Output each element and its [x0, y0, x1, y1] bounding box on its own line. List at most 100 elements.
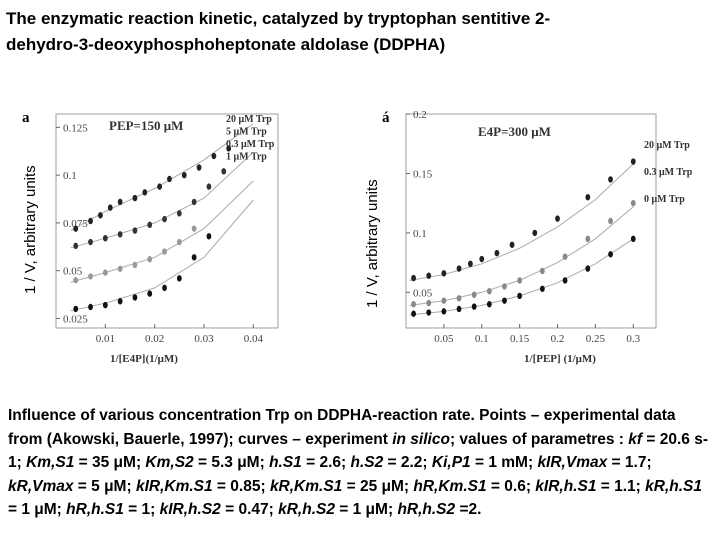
data-point: [411, 310, 416, 317]
data-point: [517, 292, 523, 300]
data-point: [441, 308, 447, 315]
x-axis-label: 1/[PEP] (1/μM): [524, 353, 596, 365]
data-point: [176, 238, 182, 246]
data-point: [162, 284, 167, 292]
model-curve: [70, 199, 254, 312]
y-tick-label: 0.1: [63, 170, 77, 182]
data-point: [73, 277, 79, 284]
legend-label: 1 μM Trp: [226, 152, 267, 163]
caption-params-intro: values of parametres :: [459, 430, 629, 448]
legend-label: 20 μM Trp: [226, 114, 272, 125]
param-value: = 5.3 μM;: [193, 454, 270, 471]
data-point: [102, 269, 108, 276]
chart-panel-b: 0.05 0.1 0.15 0.2 0.05 0.1 0.15 0.2 0.25 0.3 á E4P=…: [360, 92, 712, 394]
param-name: kIR,h.S2: [159, 501, 221, 518]
caption-emphasis: in silico: [392, 430, 450, 448]
param-value: = 2.6;: [301, 454, 351, 471]
data-point: [486, 287, 492, 295]
data-point: [562, 253, 568, 260]
data-point: [196, 164, 202, 171]
model-curve: [409, 206, 634, 306]
data-point: [181, 171, 187, 179]
data-point: [206, 183, 212, 190]
data-point: [502, 283, 507, 290]
y-tick-label: 0.025: [63, 313, 88, 325]
data-point: [479, 255, 485, 263]
param-value: = 1;: [123, 501, 160, 518]
data-point: [117, 298, 123, 305]
data-point: [162, 248, 167, 255]
param-name: kIR,h.S1: [535, 477, 597, 495]
data-point: [426, 272, 432, 279]
plot-frame: [405, 113, 657, 329]
data-point: [426, 309, 432, 316]
y-tick-label: 0.15: [413, 168, 433, 180]
legend-label: 0.3 μM Trp: [226, 139, 275, 150]
title-line-2: dehydro-3-deoxyphosphoheptonate aldolase…: [6, 35, 446, 54]
param-name: hR,h.S2: [397, 501, 456, 518]
param-name: kIR,Vmax: [537, 454, 608, 471]
data-point: [441, 270, 447, 277]
chart-b-svg: 0.05 0.1 0.15 0.2 0.05 0.1 0.15 0.2 0.25 0.3 á E4P=…: [382, 109, 693, 365]
data-point: [132, 261, 138, 269]
x-tick-label: 0.15: [510, 333, 530, 345]
data-point: [88, 238, 93, 246]
data-point: [517, 277, 523, 284]
data-point: [162, 215, 167, 223]
param-name: Km,S1: [26, 454, 75, 471]
data-point: [142, 189, 148, 196]
data-point: [608, 251, 613, 258]
data-point: [102, 301, 108, 309]
data-point: [226, 145, 232, 152]
data-point: [88, 303, 93, 311]
chart-a-svg: 0.025 0.05 0.075 0.1 0.125 0.01 0.02 0.03 0.04 a P…: [22, 110, 279, 365]
param-name: hR,h.S1: [66, 501, 124, 518]
figure-title: The enzymatic reaction kinetic, catalyze…: [6, 6, 706, 58]
y-tick-label: 0.05: [413, 287, 433, 299]
param-name: hR,Km.S1: [413, 477, 487, 495]
chart-a-ylabel: 1 / V, arbitrary units: [22, 165, 39, 294]
data-point: [608, 176, 613, 183]
param-value: = 35 μM;: [74, 454, 146, 471]
data-point: [502, 297, 507, 304]
data-point: [117, 198, 123, 206]
data-point: [221, 168, 227, 175]
figure-caption: Influence of various concentration Trp o…: [8, 404, 713, 522]
param-name: Km,S2: [145, 454, 194, 471]
data-point: [191, 225, 197, 232]
data-point: [167, 175, 172, 183]
param-name: kR,h.S2: [278, 501, 335, 518]
x-tick-label: 0.02: [145, 333, 164, 345]
data-point: [426, 299, 432, 307]
data-point: [486, 301, 492, 308]
param-value: = 25 μM;: [342, 477, 414, 495]
data-point: [585, 265, 591, 272]
data-point: [132, 194, 138, 202]
param-name: h.S1: [269, 454, 302, 471]
x-tick-label: 0.2: [551, 333, 565, 345]
x-tick-label: 0.01: [96, 333, 115, 345]
caption-params: kf = 20.6 s-1; Km,S1 = 35 μM; Km,S2 = 5.…: [8, 431, 708, 519]
param-value: = 2.2;: [383, 454, 432, 471]
data-point: [630, 158, 636, 165]
data-point: [456, 305, 462, 313]
data-point: [211, 152, 217, 160]
data-point: [471, 303, 477, 310]
param-name: kR,Vmax: [8, 477, 74, 495]
panel-letter: á: [382, 110, 390, 126]
data-point: [176, 275, 182, 282]
data-point: [630, 235, 636, 243]
legend-label: 5 μM Trp: [226, 127, 267, 138]
y-tick-label: 0.1: [413, 228, 427, 240]
data-point: [532, 229, 538, 237]
param-value: = 1 μM;: [334, 501, 398, 518]
data-point: [456, 265, 462, 272]
param-value: = 1 mM;: [470, 454, 538, 471]
y-tick-label: 0.125: [63, 122, 88, 134]
param-value: = 1.1;: [596, 477, 646, 495]
data-point: [191, 254, 197, 261]
data-point: [555, 215, 560, 222]
title-line-1: The enzymatic reaction kinetic, catalyze…: [6, 9, 551, 28]
condition-annotation: PEP=150 μM: [109, 118, 183, 133]
x-tick-label: 0.25: [586, 333, 606, 345]
